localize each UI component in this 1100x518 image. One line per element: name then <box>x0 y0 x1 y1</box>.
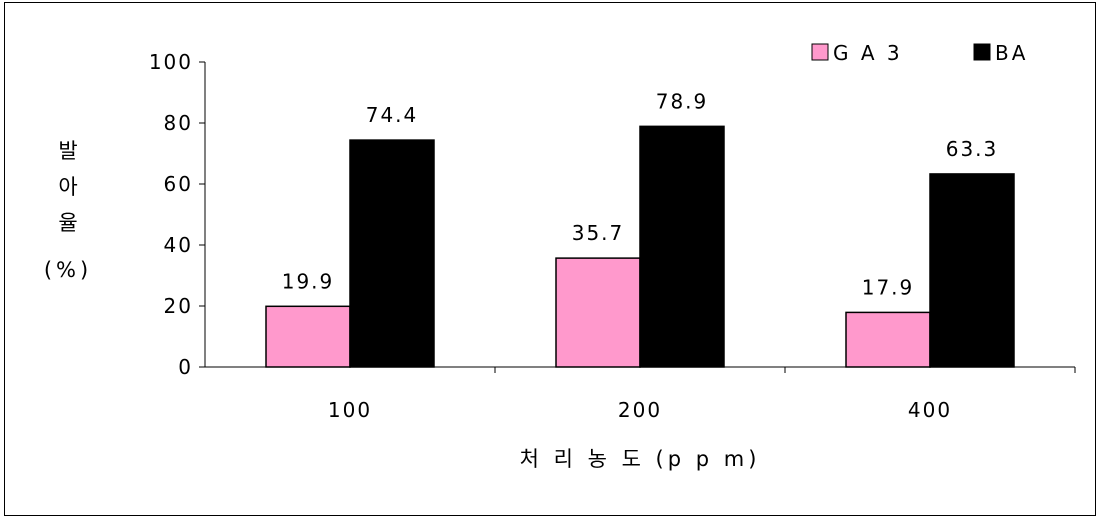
y-tick-label: 60 <box>164 172 193 196</box>
data-label-ba-400: 63.3 <box>946 137 999 161</box>
bar-ga3-200 <box>555 257 641 368</box>
y-axis-ticks: 0 20 40 60 80 100 <box>149 50 205 379</box>
legend-label-ba: BA <box>995 41 1028 65</box>
x-tick-label: 100 <box>328 398 372 422</box>
bar-ba-400 <box>929 173 1015 368</box>
legend-swatch-ba <box>973 43 991 61</box>
x-axis-title: 처 리 농 도 (p p m) <box>520 447 761 471</box>
axes <box>204 62 1075 368</box>
data-label-ga3-200: 35.7 <box>572 221 625 245</box>
bar-ga3-400 <box>845 311 931 368</box>
bar-ba-100 <box>349 139 435 368</box>
data-label-ga3-400: 17.9 <box>862 275 915 299</box>
y-tick-label: 100 <box>149 50 193 74</box>
data-label-ga3-100: 19.9 <box>282 269 335 293</box>
y-tick-label: 40 <box>164 233 193 257</box>
x-tick-label: 200 <box>618 398 662 422</box>
bars <box>265 125 1015 368</box>
data-labels: 19.9 74.4 35.7 78.9 17.9 63.3 <box>282 89 999 299</box>
y-axis-title-line-3: 율 <box>58 211 77 235</box>
x-tick-label: 400 <box>908 398 952 422</box>
legend: G A 3 BA <box>811 41 1028 65</box>
chart-frame <box>4 2 1096 516</box>
y-axis-title-line-4: (%) <box>44 258 92 282</box>
y-axis-title-line-2: 아 <box>58 175 77 199</box>
y-axis-title: 발 아 율 (%) <box>44 139 92 282</box>
bar-ba-200 <box>639 125 725 368</box>
legend-swatch-ga3 <box>811 43 829 61</box>
y-tick-label: 0 <box>178 355 193 379</box>
y-tick-label: 20 <box>164 294 193 318</box>
data-label-ba-200: 78.9 <box>656 89 709 113</box>
data-label-ba-100: 74.4 <box>366 103 419 127</box>
x-axis-ticks: 100 200 400 <box>328 367 1076 422</box>
y-tick-label: 80 <box>164 111 193 135</box>
bar-ga3-100 <box>265 305 351 368</box>
legend-label-ga3: G A 3 <box>833 41 903 65</box>
y-axis-title-line-1: 발 <box>58 139 77 163</box>
